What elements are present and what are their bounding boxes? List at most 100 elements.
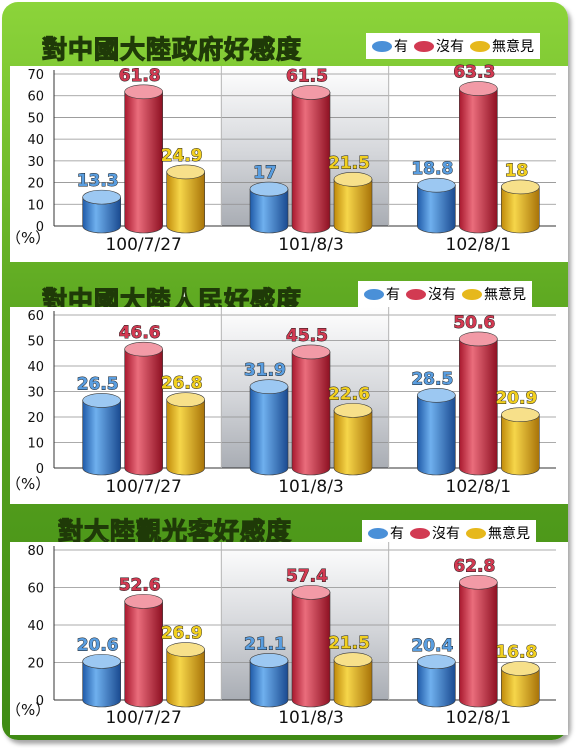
y-tick-label: 20 (27, 411, 44, 426)
panel-title-government: 對中國大陸政府好感度 (41, 34, 303, 64)
y-tick-label: 60 (27, 90, 44, 105)
x-tick-label: 102/8/1 (446, 235, 512, 255)
bar-yes (82, 393, 121, 476)
data-label-yes: 21.1 (244, 634, 286, 654)
data-label-noopinion: 22.6 (328, 384, 370, 404)
bar-noopinion (501, 407, 540, 476)
y-tick-label: 40 (27, 619, 44, 634)
charts-canvas: 0 10 20 30 40 50 60 70 （%） 100/7/27 13.3 61.8 24.9 10… (6, 62, 568, 735)
data-label-no: 52.6 (119, 575, 161, 595)
bar-yes (249, 379, 289, 476)
chart-people: 0 10 20 30 40 50 60 （%） 100/7/27 26.5 46.6 26.8 101/… (6, 307, 568, 504)
legend-swatch-no (414, 40, 434, 52)
bar-yes (417, 177, 456, 234)
y-tick-label: 30 (27, 155, 44, 170)
chart-frame: 對中國大陸政府好感度 有 沒有 無意見 對中國大陸人民好感度 有 沒有 無意見 … (2, 2, 568, 740)
bar-no (459, 81, 498, 234)
bar-noopinion (333, 403, 373, 476)
bar-no (124, 341, 163, 476)
legend-tourists: 有 沒有 無意見 (362, 520, 536, 546)
y-tick-label: 50 (27, 111, 44, 126)
y-tick-label: 10 (27, 437, 44, 452)
legend-people: 有 沒有 無意見 (358, 281, 532, 307)
legend-label-noopinion: 無意見 (488, 526, 530, 542)
data-label-noopinion: 20.9 (495, 389, 537, 409)
legend-swatch-yes (364, 288, 384, 300)
y-unit-label: （%） (6, 475, 50, 493)
y-tick-label: 0 (36, 462, 44, 477)
legend-label-noopinion: 無意見 (484, 287, 526, 303)
legend-label-yes: 有 (394, 39, 408, 55)
x-tick-label: 102/8/1 (446, 708, 512, 728)
y-tick-label: 20 (27, 177, 44, 192)
data-label-no: 61.8 (119, 66, 161, 86)
legend-label-no: 沒有 (428, 287, 456, 303)
x-tick-label: 101/8/3 (278, 477, 344, 497)
y-tick-label: 60 (27, 309, 44, 324)
bar-no (459, 574, 498, 708)
y-tick-label: 0 (36, 220, 44, 235)
data-label-noopinion: 26.9 (161, 624, 203, 644)
chart-tourists: 0 20 40 60 80 （%） 100/7/27 20.6 52.6 26.9 101/8/3 2… (6, 542, 568, 735)
data-label-no: 61.5 (286, 66, 328, 86)
chart-government: 0 10 20 30 40 50 60 70 （%） 100/7/27 13.3 61.8 24.9 10… (6, 62, 568, 262)
bar-noopinion (166, 392, 205, 476)
y-unit-label: （%） (6, 701, 50, 719)
bar-yes (82, 654, 121, 708)
data-label-yes: 20.4 (411, 636, 453, 656)
data-label-yes: 20.6 (77, 635, 119, 655)
legend-label-no: 沒有 (432, 526, 460, 542)
y-tick-label: 40 (27, 360, 44, 375)
data-label-noopinion: 18 (504, 161, 528, 181)
legend-label-no: 沒有 (436, 39, 464, 55)
bar-yes (249, 653, 289, 708)
legend-swatch-noopinion (466, 527, 486, 539)
legend-label-noopinion: 無意見 (492, 39, 534, 55)
data-label-noopinion: 24.9 (161, 146, 203, 166)
x-tick-label: 101/8/3 (278, 708, 344, 728)
legend-swatch-noopinion (470, 40, 490, 52)
legend-swatch-noopinion (462, 288, 482, 300)
data-label-noopinion: 21.5 (328, 634, 370, 654)
data-label-yes: 17 (253, 163, 277, 183)
bar-yes (249, 181, 289, 234)
legend-government: 有 沒有 無意見 (366, 33, 540, 59)
bar-yes (417, 388, 456, 476)
y-tick-label: 10 (27, 198, 44, 213)
bar-noopinion (333, 172, 373, 234)
bar-yes (82, 189, 121, 234)
y-tick-label: 60 (27, 582, 44, 597)
data-label-yes: 28.5 (411, 369, 453, 389)
bar-yes (417, 654, 456, 708)
y-tick-label: 30 (27, 386, 44, 401)
bar-noopinion (333, 652, 373, 708)
legend-swatch-yes (372, 40, 392, 52)
y-tick-label: 0 (36, 694, 44, 709)
data-label-yes: 18.8 (411, 159, 453, 179)
bar-noopinion (501, 661, 540, 708)
bar-noopinion (501, 179, 540, 234)
bar-noopinion (166, 164, 205, 234)
legend-swatch-no (410, 527, 430, 539)
data-label-no: 50.6 (453, 313, 495, 333)
data-label-yes: 13.3 (77, 171, 119, 191)
data-label-no: 57.4 (286, 566, 328, 586)
data-label-noopinion: 16.8 (495, 643, 537, 663)
x-tick-label: 100/7/27 (105, 235, 181, 255)
y-tick-label: 40 (27, 133, 44, 148)
legend-swatch-yes (368, 527, 388, 539)
data-label-yes: 26.5 (77, 374, 119, 394)
data-label-no: 62.8 (453, 556, 495, 576)
x-tick-label: 100/7/27 (105, 708, 181, 728)
x-tick-label: 100/7/27 (105, 477, 181, 497)
x-tick-label: 101/8/3 (278, 235, 344, 255)
bar-no (291, 585, 331, 708)
data-label-noopinion: 21.5 (328, 153, 370, 173)
bar-no (291, 344, 331, 476)
data-label-yes: 31.9 (244, 361, 286, 381)
data-label-no: 63.3 (453, 63, 495, 83)
bar-noopinion (166, 642, 205, 708)
y-tick-label: 50 (27, 335, 44, 350)
data-label-no: 45.5 (286, 326, 328, 346)
x-tick-label: 102/8/1 (446, 477, 512, 497)
